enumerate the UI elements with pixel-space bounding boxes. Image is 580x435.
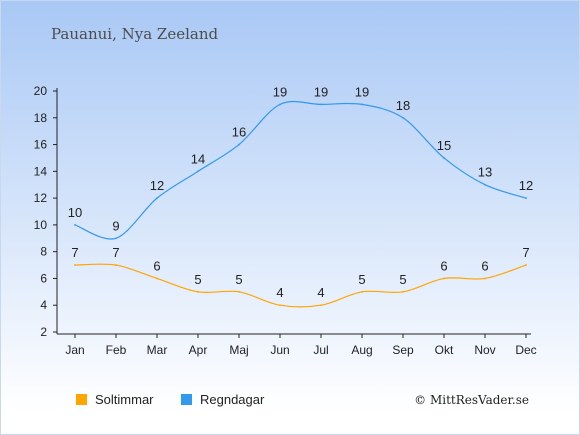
data-point-soltimmar	[74, 264, 76, 266]
x-tick-label: Apr	[189, 343, 208, 357]
data-label-regndagar: 14	[191, 151, 205, 166]
data-point-regndagar	[361, 103, 363, 106]
y-tick-label: 10	[34, 218, 48, 232]
data-point-regndagar	[402, 116, 404, 119]
data-point-soltimmar	[402, 290, 404, 293]
data-point-regndagar	[156, 197, 158, 200]
x-tick-label: Jan	[65, 343, 84, 357]
data-point-soltimmar	[320, 304, 322, 307]
data-label-regndagar: 13	[478, 165, 492, 180]
data-point-regndagar	[443, 157, 445, 159]
data-point-soltimmar	[115, 264, 117, 266]
data-point-regndagar	[238, 143, 240, 146]
data-label-soltimmar: 5	[358, 272, 365, 287]
data-label-regndagar: 15	[437, 138, 451, 153]
x-tick-label: Jul	[313, 343, 328, 357]
data-label-regndagar: 12	[150, 178, 164, 193]
data-label-regndagar: 18	[396, 98, 410, 113]
series-layer	[74, 100, 527, 308]
legend-swatch-regndagar	[181, 394, 192, 405]
data-labels: 7 7 6 5 5 4 4 5 5 6 6 7 10 9 12 14 16 19 19 19 18 15 13 12	[68, 84, 533, 300]
y-tick-label: 14	[34, 164, 48, 178]
data-label-soltimmar: 6	[481, 258, 488, 273]
data-label-regndagar: 12	[519, 178, 533, 193]
legend-label-soltimmar: Soltimmar	[95, 392, 154, 407]
data-point-soltimmar	[279, 304, 281, 307]
data-label-soltimmar: 5	[235, 272, 242, 287]
legend-label-regndagar: Regndagar	[200, 392, 265, 407]
legend: Soltimmar Regndagar	[76, 392, 265, 407]
credit-text: © MittResVader.se	[414, 393, 529, 407]
x-tick-label: Mar	[147, 343, 168, 357]
x-tick-label: Sep	[392, 343, 414, 357]
data-point-regndagar	[525, 197, 527, 200]
legend-swatch-soltimmar	[76, 394, 87, 405]
x-tick-label: Okt	[435, 343, 454, 357]
data-point-soltimmar	[525, 264, 527, 266]
x-tick-label: Jun	[270, 343, 289, 357]
data-label-regndagar: 16	[232, 125, 246, 140]
data-point-soltimmar	[238, 290, 240, 293]
y-tick-label: 6	[40, 271, 47, 285]
y-tick-label: 4	[40, 298, 47, 312]
data-label-regndagar: 9	[112, 218, 119, 233]
data-label-regndagar: 10	[68, 205, 82, 220]
chart-title: Pauanui, Nya Zeeland	[51, 25, 219, 43]
data-label-regndagar: 19	[273, 84, 287, 99]
series-line-soltimmar	[74, 263, 527, 308]
data-point-regndagar	[279, 103, 281, 106]
y-tick-label: 18	[34, 111, 48, 125]
series-line-regndagar	[74, 100, 527, 240]
data-point-regndagar	[320, 103, 322, 106]
data-point-soltimmar	[484, 277, 486, 280]
y-tick-label: 12	[34, 191, 48, 205]
data-point-regndagar	[115, 237, 117, 240]
data-label-soltimmar: 7	[522, 245, 529, 260]
data-point-soltimmar	[443, 277, 445, 280]
data-label-soltimmar: 4	[317, 285, 324, 300]
data-label-regndagar: 19	[314, 84, 328, 99]
data-point-soltimmar	[156, 277, 158, 280]
data-label-soltimmar: 4	[276, 285, 283, 300]
x-tick-label: Feb	[106, 343, 127, 357]
data-label-soltimmar: 6	[440, 258, 447, 273]
y-tick-label: 8	[40, 245, 47, 259]
data-point-regndagar	[197, 170, 199, 173]
y-tick-label: 16	[34, 138, 48, 152]
data-point-regndagar	[484, 183, 486, 186]
data-label-soltimmar: 5	[194, 272, 201, 287]
x-tick-label: Nov	[474, 343, 495, 357]
x-tick-label: Maj	[229, 343, 248, 357]
data-point-soltimmar	[197, 290, 199, 293]
data-label-soltimmar: 5	[399, 272, 406, 287]
x-tick-label: Aug	[351, 343, 372, 357]
y-tick-label: 2	[40, 325, 47, 339]
data-point-soltimmar	[361, 290, 363, 293]
data-label-soltimmar: 7	[71, 245, 78, 260]
data-label-soltimmar: 7	[112, 245, 119, 260]
data-label-soltimmar: 6	[153, 258, 160, 273]
x-tick-label: Dec	[515, 343, 536, 357]
data-point-regndagar	[74, 223, 76, 226]
data-label-regndagar: 19	[355, 84, 369, 99]
y-tick-label: 20	[34, 84, 48, 98]
axes: 2 4 6 8 10 12 14 16 18 20 Jan Feb Mar Apr Maj Jun Jul Aug…	[34, 84, 537, 357]
